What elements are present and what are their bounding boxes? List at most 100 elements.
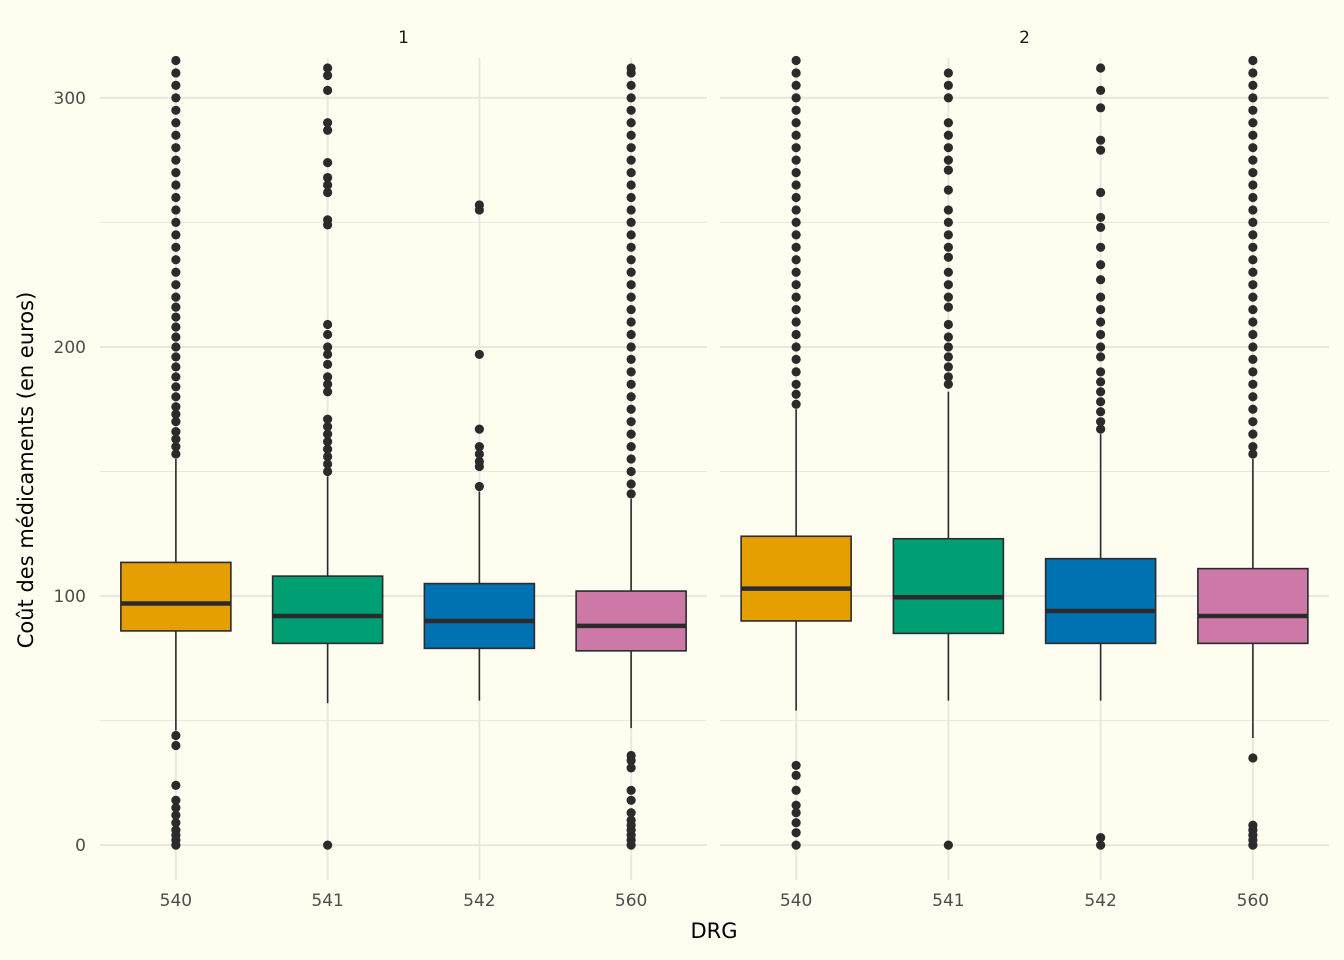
outlier-point — [626, 795, 636, 805]
outlier-point — [791, 840, 801, 850]
outlier-point — [1096, 145, 1106, 155]
outlier-point — [171, 402, 181, 412]
boxplot-1-542 — [423, 200, 536, 701]
outlier-point — [943, 342, 953, 352]
outlier-point — [171, 312, 181, 322]
iqr-box — [423, 582, 536, 650]
outlier-point — [1096, 387, 1106, 397]
outlier-point — [171, 143, 181, 153]
outlier-point — [323, 840, 333, 850]
outlier-point — [1096, 840, 1106, 850]
outlier-point — [171, 818, 181, 828]
outlier-point — [791, 770, 801, 780]
outlier-point — [171, 302, 181, 312]
outlier-point — [943, 205, 953, 215]
outlier-point — [626, 454, 636, 464]
outlier-point — [323, 319, 333, 330]
y-tick-label-0: 0 — [75, 836, 86, 856]
outlier-point — [626, 429, 636, 439]
outlier-point — [943, 185, 953, 195]
outlier-point — [1248, 354, 1258, 364]
boxplot-1-540 — [120, 55, 232, 850]
outlier-point — [474, 449, 484, 459]
outlier-point — [1096, 367, 1106, 377]
outlier-point — [1096, 85, 1106, 95]
outlier-point — [323, 187, 333, 198]
outlier-point — [791, 143, 801, 153]
outlier-point — [791, 389, 801, 399]
outlier-point — [943, 155, 953, 165]
x-tick-label-2-560: 560 — [1237, 891, 1269, 911]
outlier-point — [1248, 93, 1258, 103]
outlier-point — [1248, 192, 1258, 203]
outlier-point — [791, 828, 801, 838]
outlier-point — [171, 167, 181, 178]
outlier-point — [323, 85, 333, 95]
outlier-point — [474, 481, 484, 492]
outlier-point — [1096, 292, 1106, 302]
outlier-point — [323, 70, 333, 81]
outlier-point — [323, 379, 333, 389]
x-tick-label-2-541: 541 — [932, 891, 964, 911]
outlier-point — [1248, 449, 1258, 459]
outlier-point — [791, 317, 801, 327]
outlier-point — [626, 466, 636, 477]
x-tick-label-1-541: 541 — [311, 891, 343, 911]
outlier-point — [943, 165, 953, 175]
outlier-point — [626, 93, 636, 103]
outlier-point — [791, 105, 801, 115]
outlier-point — [171, 372, 181, 382]
outlier-point — [171, 417, 181, 427]
outlier-point — [1248, 167, 1258, 178]
outlier-point — [791, 267, 801, 277]
outlier-point — [943, 292, 953, 302]
outlier-point — [1248, 392, 1258, 402]
outlier-point — [1096, 342, 1106, 352]
outlier-point — [626, 118, 636, 128]
outlier-point — [1248, 820, 1258, 830]
outlier-point — [943, 130, 953, 140]
outlier-point — [323, 466, 333, 477]
outlier-point — [943, 267, 953, 277]
outlier-point — [171, 322, 181, 332]
outlier-point — [171, 427, 181, 437]
outlier-point — [171, 68, 181, 78]
boxplot-1-541 — [271, 63, 384, 850]
facet-strip-label-1: 1 — [398, 28, 409, 48]
outlier-point — [1248, 205, 1258, 215]
outlier-point — [626, 441, 636, 452]
boxplot-2-560 — [1197, 55, 1309, 850]
outlier-point — [1096, 135, 1106, 145]
outlier-point — [626, 417, 636, 427]
outlier-point — [1096, 242, 1106, 252]
outlier-point — [626, 317, 636, 327]
outlier-point — [1096, 212, 1106, 223]
outlier-point — [474, 441, 484, 452]
outlier-point — [171, 780, 181, 790]
outlier-point — [323, 429, 333, 439]
outlier-point — [171, 93, 181, 103]
outlier-point — [1248, 367, 1258, 377]
outlier-point — [791, 399, 801, 409]
outlier-point — [1096, 317, 1106, 327]
outlier-point — [1248, 68, 1258, 78]
outlier-point — [791, 192, 801, 203]
outlier-point — [626, 808, 636, 818]
outlier-point — [171, 342, 181, 352]
boxplot-2-542 — [1044, 63, 1157, 850]
outlier-point — [1248, 217, 1258, 227]
outlier-point — [791, 205, 801, 215]
iqr-box — [1197, 567, 1309, 645]
x-tick-label-2-540: 540 — [780, 891, 812, 911]
outlier-point — [323, 414, 333, 424]
outlier-point — [171, 382, 181, 392]
outlier-point — [171, 155, 181, 165]
outlier-point — [171, 267, 181, 277]
outlier-point — [791, 800, 801, 810]
outlier-point — [171, 352, 181, 362]
outlier-point — [1096, 222, 1106, 232]
outlier-point — [171, 449, 181, 459]
outlier-point — [323, 329, 333, 340]
outlier-point — [1096, 417, 1106, 427]
